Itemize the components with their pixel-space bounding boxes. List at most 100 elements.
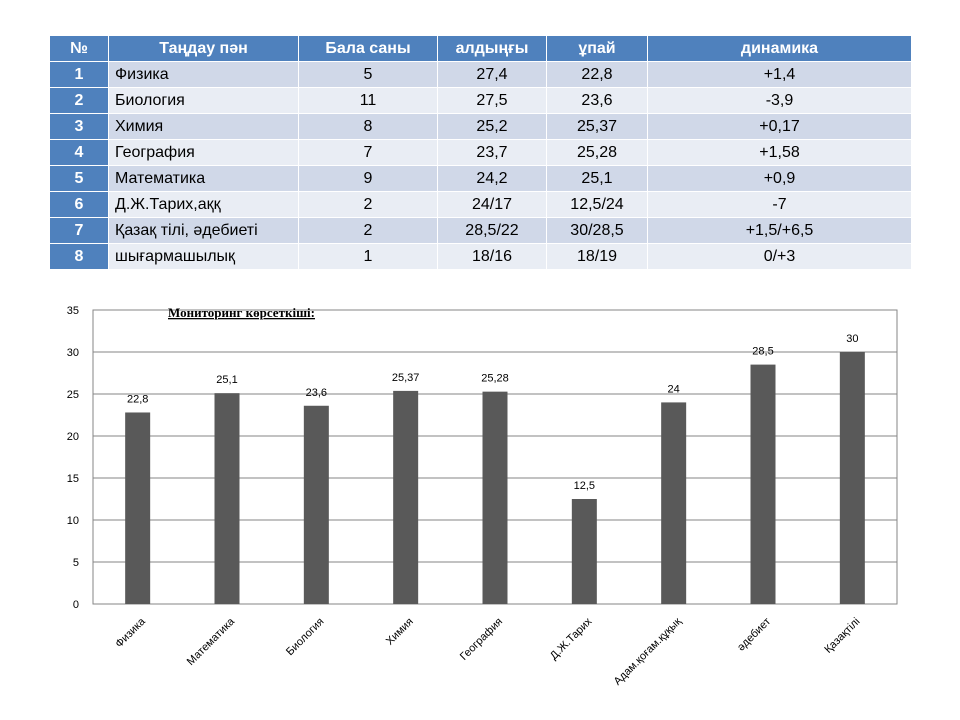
row-subject: шығармашылық bbox=[108, 243, 299, 270]
row-previous: 24/17 bbox=[437, 191, 547, 218]
row-number: 3 bbox=[49, 113, 109, 140]
row-subject: География bbox=[108, 139, 299, 166]
data-label: 25,37 bbox=[392, 372, 420, 384]
row-student-count: 2 bbox=[298, 191, 438, 218]
row-student-count: 7 bbox=[298, 139, 438, 166]
x-tick-label: Д.Ж.Тарих bbox=[548, 615, 595, 662]
header-dynamics: динамика bbox=[647, 35, 912, 62]
row-subject: Математика bbox=[108, 165, 299, 192]
table-row: 7 Қазақ тілі, әдебиеті 2 28,5/22 30/28,5… bbox=[49, 217, 912, 244]
row-dynamics: -7 bbox=[647, 191, 912, 218]
row-dynamics: +1,5/+6,5 bbox=[647, 217, 912, 244]
data-label: 25,1 bbox=[216, 374, 237, 386]
y-tick-label: 30 bbox=[67, 347, 79, 359]
row-previous: 28,5/22 bbox=[437, 217, 547, 244]
row-previous: 23,7 bbox=[437, 139, 547, 166]
row-previous: 24,2 bbox=[437, 165, 547, 192]
row-subject: Қазақ тілі, әдебиеті bbox=[108, 217, 299, 244]
row-student-count: 5 bbox=[298, 61, 438, 88]
row-student-count: 8 bbox=[298, 113, 438, 140]
bar bbox=[750, 364, 776, 604]
table-row: 3 Химия 8 25,2 25,37 +0,17 bbox=[49, 113, 912, 140]
row-score: 25,37 bbox=[546, 113, 648, 140]
row-dynamics: +0,9 bbox=[647, 165, 912, 192]
bar bbox=[125, 412, 151, 604]
bar bbox=[393, 390, 419, 604]
y-tick-label: 15 bbox=[67, 473, 79, 485]
bar bbox=[482, 391, 508, 604]
row-score: 12,5/24 bbox=[546, 191, 648, 218]
results-table: № Таңдау пән Бала саны алдыңғы ұпай дина… bbox=[49, 35, 912, 270]
row-number: 7 bbox=[49, 217, 109, 244]
y-tick-label: 0 bbox=[73, 599, 79, 611]
data-label: 30 bbox=[846, 333, 858, 345]
y-tick-label: 35 bbox=[67, 305, 79, 317]
header-student-count: Бала саны bbox=[298, 35, 438, 62]
data-label: 28,5 bbox=[752, 346, 773, 358]
row-subject: Биология bbox=[108, 87, 299, 114]
header-previous: алдыңғы bbox=[437, 35, 547, 62]
row-subject: Физика bbox=[108, 61, 299, 88]
y-tick-label: 25 bbox=[67, 389, 79, 401]
row-dynamics: +1,4 bbox=[647, 61, 912, 88]
x-tick-label: География bbox=[458, 616, 505, 663]
row-dynamics: +1,58 bbox=[647, 139, 912, 166]
monitoring-bar-chart: 0 5 10 15 20 25 30 35 Мониторинг көрсеткіші: 22,8… bbox=[67, 305, 898, 688]
row-number: 8 bbox=[49, 243, 109, 270]
row-previous: 25,2 bbox=[437, 113, 547, 140]
x-tick-label: Химия bbox=[384, 616, 416, 648]
row-score: 30/28,5 bbox=[546, 217, 648, 244]
row-score: 23,6 bbox=[546, 87, 648, 114]
bar bbox=[571, 499, 597, 604]
x-tick-label: әдебиет bbox=[735, 616, 773, 654]
header-number: № bbox=[49, 35, 109, 62]
row-subject: Химия bbox=[108, 113, 299, 140]
row-score: 25,28 bbox=[546, 139, 648, 166]
row-score: 25,1 bbox=[546, 165, 648, 192]
y-tick-label: 20 bbox=[67, 431, 79, 443]
x-tick-label: Математика bbox=[185, 615, 238, 668]
bar bbox=[839, 352, 865, 604]
table-row: 2 Биология 11 27,5 23,6 -3,9 bbox=[49, 87, 912, 114]
row-number: 4 bbox=[49, 139, 109, 166]
bar bbox=[303, 405, 329, 604]
data-label: 12,5 bbox=[574, 480, 595, 492]
data-label: 22,8 bbox=[127, 393, 148, 405]
header-subject: Таңдау пән bbox=[108, 35, 299, 62]
chart-title: Мониторинг көрсеткіші: bbox=[168, 305, 315, 320]
row-previous: 27,5 bbox=[437, 87, 547, 114]
header-score: ұпай bbox=[546, 35, 648, 62]
row-student-count: 9 bbox=[298, 165, 438, 192]
row-number: 6 bbox=[49, 191, 109, 218]
row-number: 2 bbox=[49, 87, 109, 114]
x-tick-label: Физика bbox=[113, 615, 148, 650]
row-subject: Д.Ж.Тарих,аққ bbox=[108, 191, 299, 218]
data-label: 23,6 bbox=[306, 387, 327, 399]
row-score: 22,8 bbox=[546, 61, 648, 88]
x-tick-label: Биология bbox=[284, 616, 326, 658]
x-tick-label: Адам.қоғам.құқық bbox=[612, 616, 684, 688]
row-dynamics: -3,9 bbox=[647, 87, 912, 114]
table-row: 5 Математика 9 24,2 25,1 +0,9 bbox=[49, 165, 912, 192]
y-tick-label: 5 bbox=[73, 557, 79, 569]
data-label: 25,28 bbox=[481, 373, 509, 385]
row-student-count: 2 bbox=[298, 217, 438, 244]
y-tick-label: 10 bbox=[67, 515, 79, 527]
bar bbox=[214, 393, 240, 604]
table-row: 8 шығармашылық 1 18/16 18/19 0/+3 bbox=[49, 243, 912, 270]
table-row: 4 География 7 23,7 25,28 +1,58 bbox=[49, 139, 912, 166]
row-student-count: 1 bbox=[298, 243, 438, 270]
table-header-row: № Таңдау пән Бала саны алдыңғы ұпай дина… bbox=[49, 35, 912, 62]
row-number: 5 bbox=[49, 165, 109, 192]
row-dynamics: +0,17 bbox=[647, 113, 912, 140]
row-score: 18/19 bbox=[546, 243, 648, 270]
table-row: 1 Физика 5 27,4 22,8 +1,4 bbox=[49, 61, 912, 88]
row-number: 1 bbox=[49, 61, 109, 88]
row-student-count: 11 bbox=[298, 87, 438, 114]
bar bbox=[661, 402, 687, 604]
x-tick-label: Қазақтілі bbox=[822, 616, 862, 656]
row-previous: 27,4 bbox=[437, 61, 547, 88]
data-label: 24 bbox=[668, 383, 680, 395]
table-row: 6 Д.Ж.Тарих,аққ 2 24/17 12,5/24 -7 bbox=[49, 191, 912, 218]
row-dynamics: 0/+3 bbox=[647, 243, 912, 270]
